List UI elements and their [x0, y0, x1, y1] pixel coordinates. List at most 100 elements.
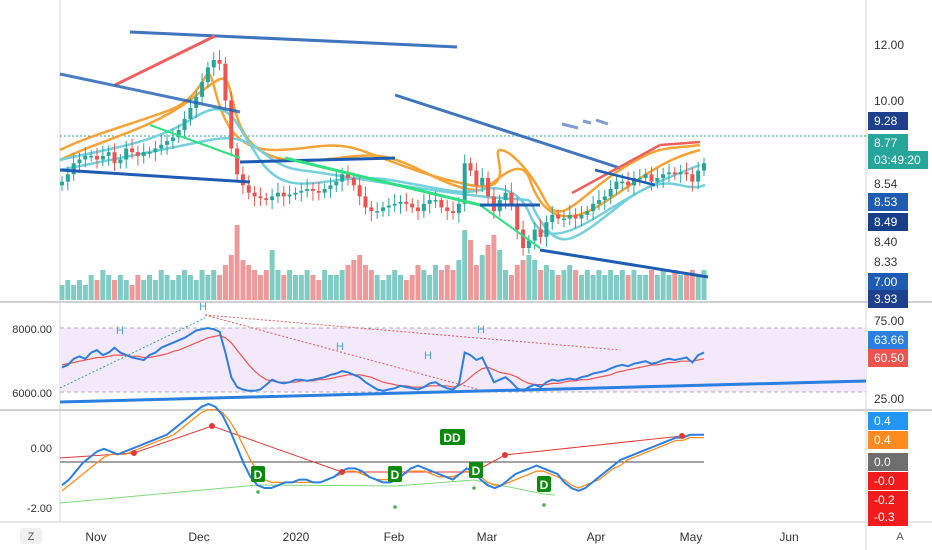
volume-bar	[409, 275, 415, 300]
trend-left-channel	[59, 72, 241, 114]
candle	[200, 73, 205, 105]
osc2-green-dot	[393, 505, 397, 509]
volume-bar	[479, 255, 485, 300]
volume-bar	[613, 275, 619, 300]
svg-text:8.77: 8.77	[874, 136, 898, 150]
candle	[375, 202, 380, 219]
volume-bar	[561, 270, 567, 300]
corner-right-button[interactable]: A	[896, 531, 904, 543]
price-axis-label: 9.28	[868, 112, 908, 130]
candle	[631, 171, 636, 196]
volume-bar	[450, 270, 456, 300]
volume-bar	[82, 285, 88, 300]
volume-bar	[654, 275, 660, 300]
x-tick-label: May	[680, 530, 703, 544]
volume-bar	[555, 275, 561, 300]
corner-left-button[interactable]: Z	[20, 528, 42, 544]
osc2-axis-label: 0.4	[868, 431, 908, 449]
ma-teal-1	[59, 108, 701, 235]
osc2-green-dot	[256, 490, 260, 494]
candle	[182, 111, 187, 139]
price-axis-label: 8.33	[874, 255, 898, 269]
volume-bar	[246, 265, 252, 300]
trend-red-apr-2	[659, 140, 701, 147]
volume-bar	[625, 275, 631, 300]
candle	[468, 157, 473, 177]
volume-bar	[398, 275, 404, 300]
volume-bar	[217, 275, 223, 300]
candle	[293, 187, 298, 201]
trend-blue-apr	[594, 168, 656, 187]
candle	[655, 168, 660, 189]
candle	[334, 171, 339, 192]
volume-bar	[228, 255, 234, 300]
candle	[486, 171, 491, 207]
volume-bar	[205, 275, 211, 300]
candlesticks	[60, 50, 706, 256]
candle	[672, 166, 677, 180]
osc2-peak-dot	[339, 469, 345, 475]
candle	[439, 194, 444, 213]
volume-bar	[263, 270, 269, 300]
volume-bar	[526, 255, 532, 300]
candle	[637, 169, 642, 186]
volume-bar	[147, 275, 153, 300]
oscillator-2	[59, 402, 704, 509]
volume-bar	[468, 240, 474, 300]
volume-bar	[135, 275, 141, 300]
volume-bar	[292, 275, 298, 300]
candle	[550, 205, 555, 230]
trend-lines	[59, 30, 709, 279]
svg-text:8.49: 8.49	[874, 215, 898, 229]
volume-bar	[602, 275, 608, 300]
volume-bar	[100, 270, 106, 300]
candle	[264, 192, 269, 206]
volume-bars	[59, 225, 707, 300]
badge-dd: DD	[440, 429, 465, 445]
left-axis: 8000.00 6000.00 0.00 -2.00	[12, 324, 52, 515]
candle	[416, 199, 421, 220]
candle	[661, 167, 666, 188]
candle	[573, 208, 578, 229]
svg-text:-0.0: -0.0	[874, 474, 895, 488]
candle	[252, 186, 257, 207]
price-axis-label: 03:49:20	[868, 151, 928, 169]
candle	[147, 146, 152, 158]
osc1-axis-label: 63.66	[868, 331, 908, 349]
candle	[381, 201, 385, 217]
candle	[427, 193, 432, 214]
price-axis-label: 8.40	[874, 235, 898, 249]
volume-bar	[485, 245, 491, 300]
osc2-left-label: -2.00	[27, 503, 52, 515]
svg-text:3.93: 3.93	[874, 292, 898, 306]
candle	[556, 209, 561, 225]
volume-bar	[240, 260, 246, 300]
candle	[596, 190, 601, 211]
volume-bar	[333, 275, 339, 300]
volume-bar	[234, 225, 240, 300]
x-tick-label: Dec	[188, 530, 209, 544]
volume-bar	[129, 285, 135, 300]
candle	[246, 175, 251, 200]
osc1-blue-trend	[59, 379, 867, 404]
volume-bar	[65, 280, 71, 300]
volume-bar	[59, 285, 65, 300]
osc2-axis-label: 0.0	[868, 453, 908, 471]
candle	[702, 157, 706, 177]
oscillator-1	[59, 314, 867, 404]
svg-text:9.28: 9.28	[874, 114, 898, 128]
candle	[60, 176, 64, 191]
candle	[608, 180, 613, 205]
corner-left-label: Z	[28, 531, 35, 543]
candle	[89, 150, 94, 162]
svg-text:63.66: 63.66	[874, 333, 904, 347]
volume-bar	[298, 275, 304, 300]
trend-mar-channel	[394, 93, 621, 170]
volume-bar	[152, 280, 158, 300]
volume-bar	[322, 270, 328, 300]
volume-bar	[316, 280, 322, 300]
volume-bar	[357, 255, 363, 300]
x-tick-label: Mar	[477, 530, 498, 544]
